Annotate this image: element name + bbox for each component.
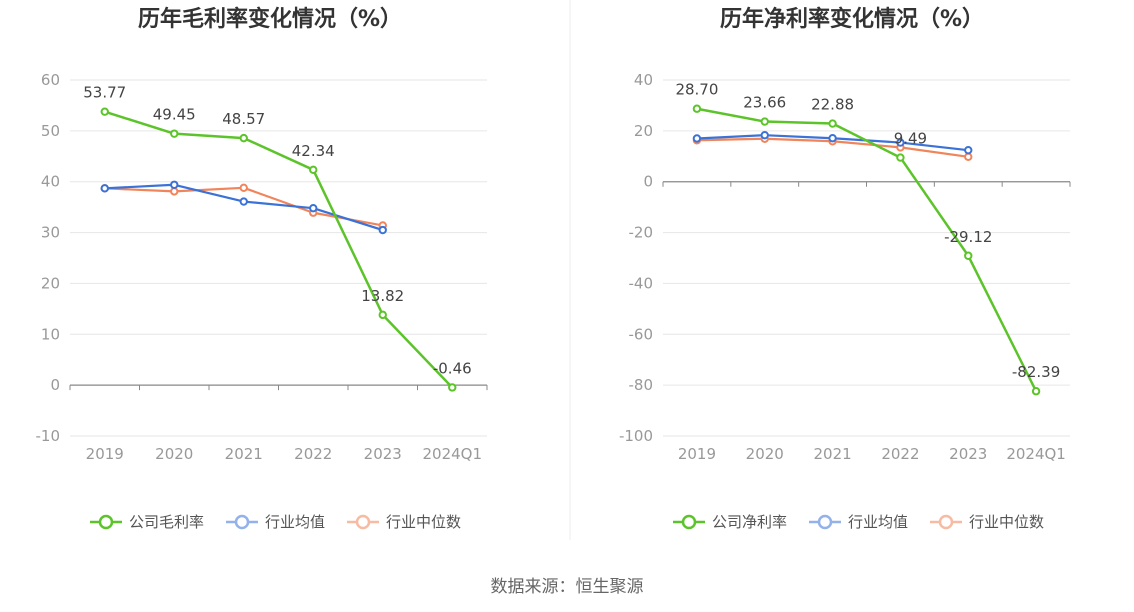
x-tick-label: 2019 — [86, 445, 124, 463]
net-margin-chart: 历年净利率变化情况（%） 40 20 0 -20 -40 -60 -80 -100 2019 202… — [619, 6, 1071, 531]
data-label: 48.57 — [222, 110, 265, 128]
data-point — [1031, 387, 1041, 396]
data-point — [896, 138, 905, 147]
data-point — [896, 153, 905, 162]
data-label: 49.45 — [153, 106, 196, 124]
x-tick-label: 2024Q1 — [422, 445, 482, 463]
legend-item[interactable]: 公司净利率 — [673, 513, 787, 531]
y-tick-label: -60 — [629, 325, 654, 343]
y-tick-label: 50 — [41, 122, 60, 140]
legend-item[interactable]: 行业中位数 — [930, 513, 1044, 531]
legend-swatch-marker — [681, 514, 697, 530]
data-label: 13.82 — [361, 287, 404, 305]
y-tick-label: -100 — [619, 427, 653, 445]
data-point — [378, 310, 387, 320]
y-tick-label: 30 — [41, 224, 60, 242]
x-tick-label: 2020 — [746, 445, 784, 463]
data-point — [828, 119, 837, 128]
legend-label: 行业均值 — [848, 513, 908, 531]
series-line — [696, 107, 1038, 392]
data-point — [309, 203, 318, 213]
y-tick-label: -80 — [629, 376, 654, 394]
data-point — [448, 383, 457, 392]
data-point — [378, 225, 387, 235]
data-point — [828, 134, 837, 143]
legend-swatch-marker — [98, 514, 114, 530]
data-label: 22.88 — [811, 96, 854, 114]
data-point — [239, 183, 248, 193]
legend-item[interactable]: 行业中位数 — [347, 513, 461, 531]
legend-item[interactable]: 行业均值 — [809, 513, 908, 531]
data-point — [239, 197, 248, 206]
y-tick-label: 40 — [634, 71, 653, 89]
data-point — [100, 107, 109, 116]
data-label: 28.70 — [675, 81, 718, 99]
legend-swatch-marker — [938, 514, 954, 530]
x-tick-label: 2019 — [678, 445, 716, 463]
data-point — [692, 104, 702, 113]
x-tick-label: 2023 — [949, 445, 987, 463]
y-tick-label: -20 — [629, 224, 654, 242]
data-label: 9.49 — [894, 130, 927, 148]
data-source-caption: 数据来源：恒生聚源 — [491, 577, 644, 597]
data-point — [692, 134, 702, 143]
x-tick-label: 2022 — [881, 445, 919, 463]
x-tick-label: 2021 — [225, 445, 263, 463]
y-tick-label: 10 — [41, 325, 60, 343]
gross-margin-chart: 历年毛利率变化情况（%） 60 50 40 30 20 10 0 -10 2019 2020 2021… — [36, 6, 488, 531]
data-point — [964, 152, 973, 161]
y-tick-label: 20 — [41, 274, 60, 292]
x-tick-label: 2024Q1 — [1006, 445, 1066, 463]
x-tick-label: 2021 — [813, 445, 851, 463]
series-line — [104, 110, 454, 389]
data-point — [309, 165, 318, 175]
x-tick-label: 2022 — [294, 445, 332, 463]
chart-title: 历年毛利率变化情况（%） — [138, 6, 402, 32]
data-label: -82.39 — [1012, 363, 1060, 381]
x-tick-label: 2023 — [364, 445, 402, 463]
data-label: 53.77 — [83, 84, 126, 102]
legend-swatch-marker — [234, 514, 250, 530]
chart-title: 历年净利率变化情况（%） — [720, 6, 984, 32]
y-tick-label: 0 — [50, 376, 60, 394]
y-tick-label: 0 — [643, 173, 653, 191]
legend-label: 公司净利率 — [712, 513, 787, 531]
data-point — [239, 133, 248, 143]
y-tick-label: -40 — [629, 274, 654, 292]
legend-label: 行业均值 — [265, 513, 325, 531]
data-point — [964, 251, 973, 260]
data-point — [760, 130, 769, 140]
legend-label: 公司毛利率 — [129, 513, 204, 531]
y-tick-label: 40 — [41, 173, 60, 191]
data-label: 23.66 — [743, 94, 786, 112]
legend-swatch-marker — [355, 514, 371, 530]
data-point — [170, 180, 179, 189]
y-tick-label: -10 — [36, 427, 61, 445]
data-point — [170, 187, 179, 196]
legend-item[interactable]: 公司毛利率 — [90, 513, 204, 531]
legend-item[interactable]: 行业均值 — [226, 513, 325, 531]
data-point — [964, 145, 973, 155]
data-point — [170, 129, 179, 138]
y-tick-label: 20 — [634, 122, 653, 140]
x-tick-label: 2020 — [155, 445, 193, 463]
data-point — [760, 117, 769, 126]
y-tick-label: 60 — [41, 71, 60, 89]
legend-label: 行业中位数 — [386, 513, 461, 531]
data-label: -29.12 — [944, 228, 992, 246]
legend-label: 行业中位数 — [969, 513, 1044, 531]
data-label: 42.34 — [292, 142, 335, 160]
legend-swatch-marker — [817, 514, 833, 530]
data-point — [100, 184, 109, 193]
series-line — [104, 186, 383, 227]
data-label: -0.46 — [433, 359, 472, 377]
